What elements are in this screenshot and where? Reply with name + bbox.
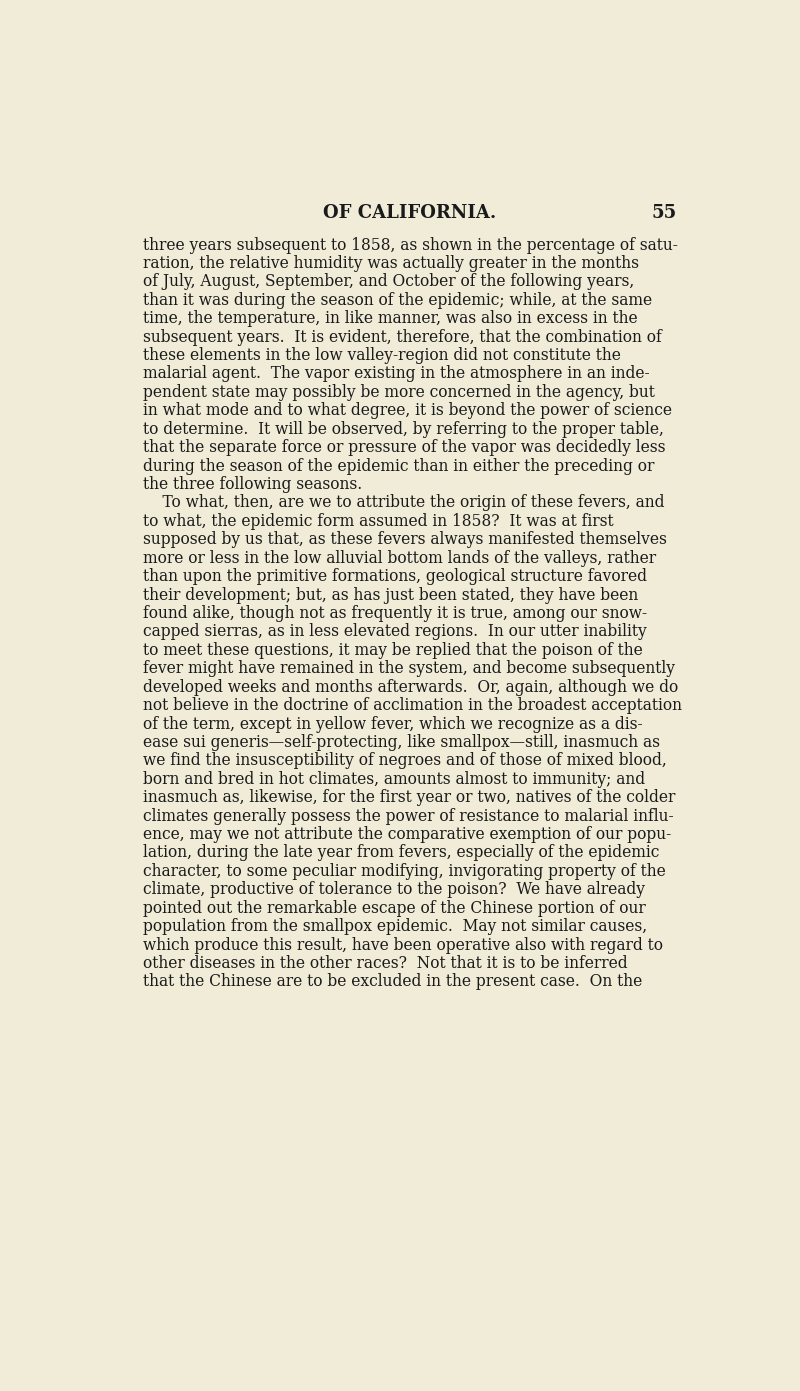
Text: these elements in the low valley-region did not constitute the: these elements in the low valley-region …: [143, 348, 622, 364]
Text: of the term, except in yellow fever, which we recognize as a dis-: of the term, except in yellow fever, whi…: [143, 715, 643, 733]
Text: 55: 55: [651, 204, 677, 223]
Text: population from the smallpox epidemic.  May not similar causes,: population from the smallpox epidemic. M…: [143, 918, 647, 935]
Text: not believe in the doctrine of acclimation in the broadest acceptation: not believe in the doctrine of acclimati…: [143, 697, 682, 714]
Text: more or less in the low alluvial bottom lands of the valleys, rather: more or less in the low alluvial bottom …: [143, 549, 657, 566]
Text: malarial agent.  The vapor existing in the atmosphere in an inde-: malarial agent. The vapor existing in th…: [143, 366, 650, 383]
Text: inasmuch as, likewise, for the first year or two, natives of the colder: inasmuch as, likewise, for the first yea…: [143, 789, 676, 807]
Text: time, the temperature, in like manner, was also in excess in the: time, the temperature, in like manner, w…: [143, 310, 638, 327]
Text: pointed out the remarkable escape of the Chinese portion of our: pointed out the remarkable escape of the…: [143, 900, 646, 917]
Text: capped sierras, as in less elevated regions.  In our utter inability: capped sierras, as in less elevated regi…: [143, 623, 647, 640]
Text: pendent state may possibly be more concerned in the agency, but: pendent state may possibly be more conce…: [143, 384, 655, 401]
Text: ration, the relative humidity was actually greater in the months: ration, the relative humidity was actual…: [143, 255, 639, 273]
Text: which produce this result, have been operative also with regard to: which produce this result, have been ope…: [143, 936, 663, 954]
Text: three years subsequent to 1858, as shown in the percentage of satu-: three years subsequent to 1858, as shown…: [143, 236, 678, 253]
Text: found alike, though not as frequently it is true, among our snow-: found alike, though not as frequently it…: [143, 605, 647, 622]
Text: to determine.  It will be observed, by referring to the proper table,: to determine. It will be observed, by re…: [143, 420, 664, 438]
Text: ease sui generis—self-protecting, like smallpox—still, inasmuch as: ease sui generis—self-protecting, like s…: [143, 734, 661, 751]
Text: born and bred in hot climates, amounts almost to immunity; and: born and bred in hot climates, amounts a…: [143, 771, 646, 787]
Text: fever might have remained in the system, and become subsequently: fever might have remained in the system,…: [143, 661, 675, 677]
Text: climate, productive of tolerance to the poison?  We have already: climate, productive of tolerance to the …: [143, 882, 646, 899]
Text: to what, the epidemic form assumed in 1858?  It was at first: to what, the epidemic form assumed in 18…: [143, 513, 614, 530]
Text: their development; but, as has just been stated, they have been: their development; but, as has just been…: [143, 587, 638, 604]
Text: than it was during the season of the epidemic; while, at the same: than it was during the season of the epi…: [143, 292, 653, 309]
Text: of July, August, September, and October of the following years,: of July, August, September, and October …: [143, 274, 634, 291]
Text: to meet these questions, it may be replied that the poison of the: to meet these questions, it may be repli…: [143, 641, 643, 659]
Text: that the separate force or pressure of the vapor was decidedly less: that the separate force or pressure of t…: [143, 440, 666, 456]
Text: subsequent years.  It is evident, therefore, that the combination of: subsequent years. It is evident, therefo…: [143, 328, 662, 345]
Text: than upon the primitive formations, geological structure favored: than upon the primitive formations, geol…: [143, 568, 647, 586]
Text: in what mode and to what degree, it is beyond the power of science: in what mode and to what degree, it is b…: [143, 402, 672, 419]
Text: the three following seasons.: the three following seasons.: [143, 476, 362, 492]
Text: other diseases in the other races?  Not that it is to be inferred: other diseases in the other races? Not t…: [143, 956, 628, 972]
Text: ence, may we not attribute the comparative exemption of our popu-: ence, may we not attribute the comparati…: [143, 826, 672, 843]
Text: that the Chinese are to be excluded in the present case.  On the: that the Chinese are to be excluded in t…: [143, 974, 642, 990]
Text: To what, then, are we to attribute the origin of these fevers, and: To what, then, are we to attribute the o…: [143, 494, 665, 512]
Text: character, to some peculiar modifying, invigorating property of the: character, to some peculiar modifying, i…: [143, 862, 666, 881]
Text: lation, during the late year from fevers, especially of the epidemic: lation, during the late year from fevers…: [143, 844, 660, 861]
Text: supposed by us that, as these fevers always manifested themselves: supposed by us that, as these fevers alw…: [143, 531, 667, 548]
Text: climates generally possess the power of resistance to malarial influ-: climates generally possess the power of …: [143, 808, 674, 825]
Text: developed weeks and months afterwards.  Or, again, although we do: developed weeks and months afterwards. O…: [143, 679, 678, 696]
Text: during the season of the epidemic than in either the preceding or: during the season of the epidemic than i…: [143, 458, 654, 474]
Text: OF CALIFORNIA.: OF CALIFORNIA.: [323, 204, 497, 223]
Text: we find the insusceptibility of negroes and of those of mixed blood,: we find the insusceptibility of negroes …: [143, 753, 667, 769]
